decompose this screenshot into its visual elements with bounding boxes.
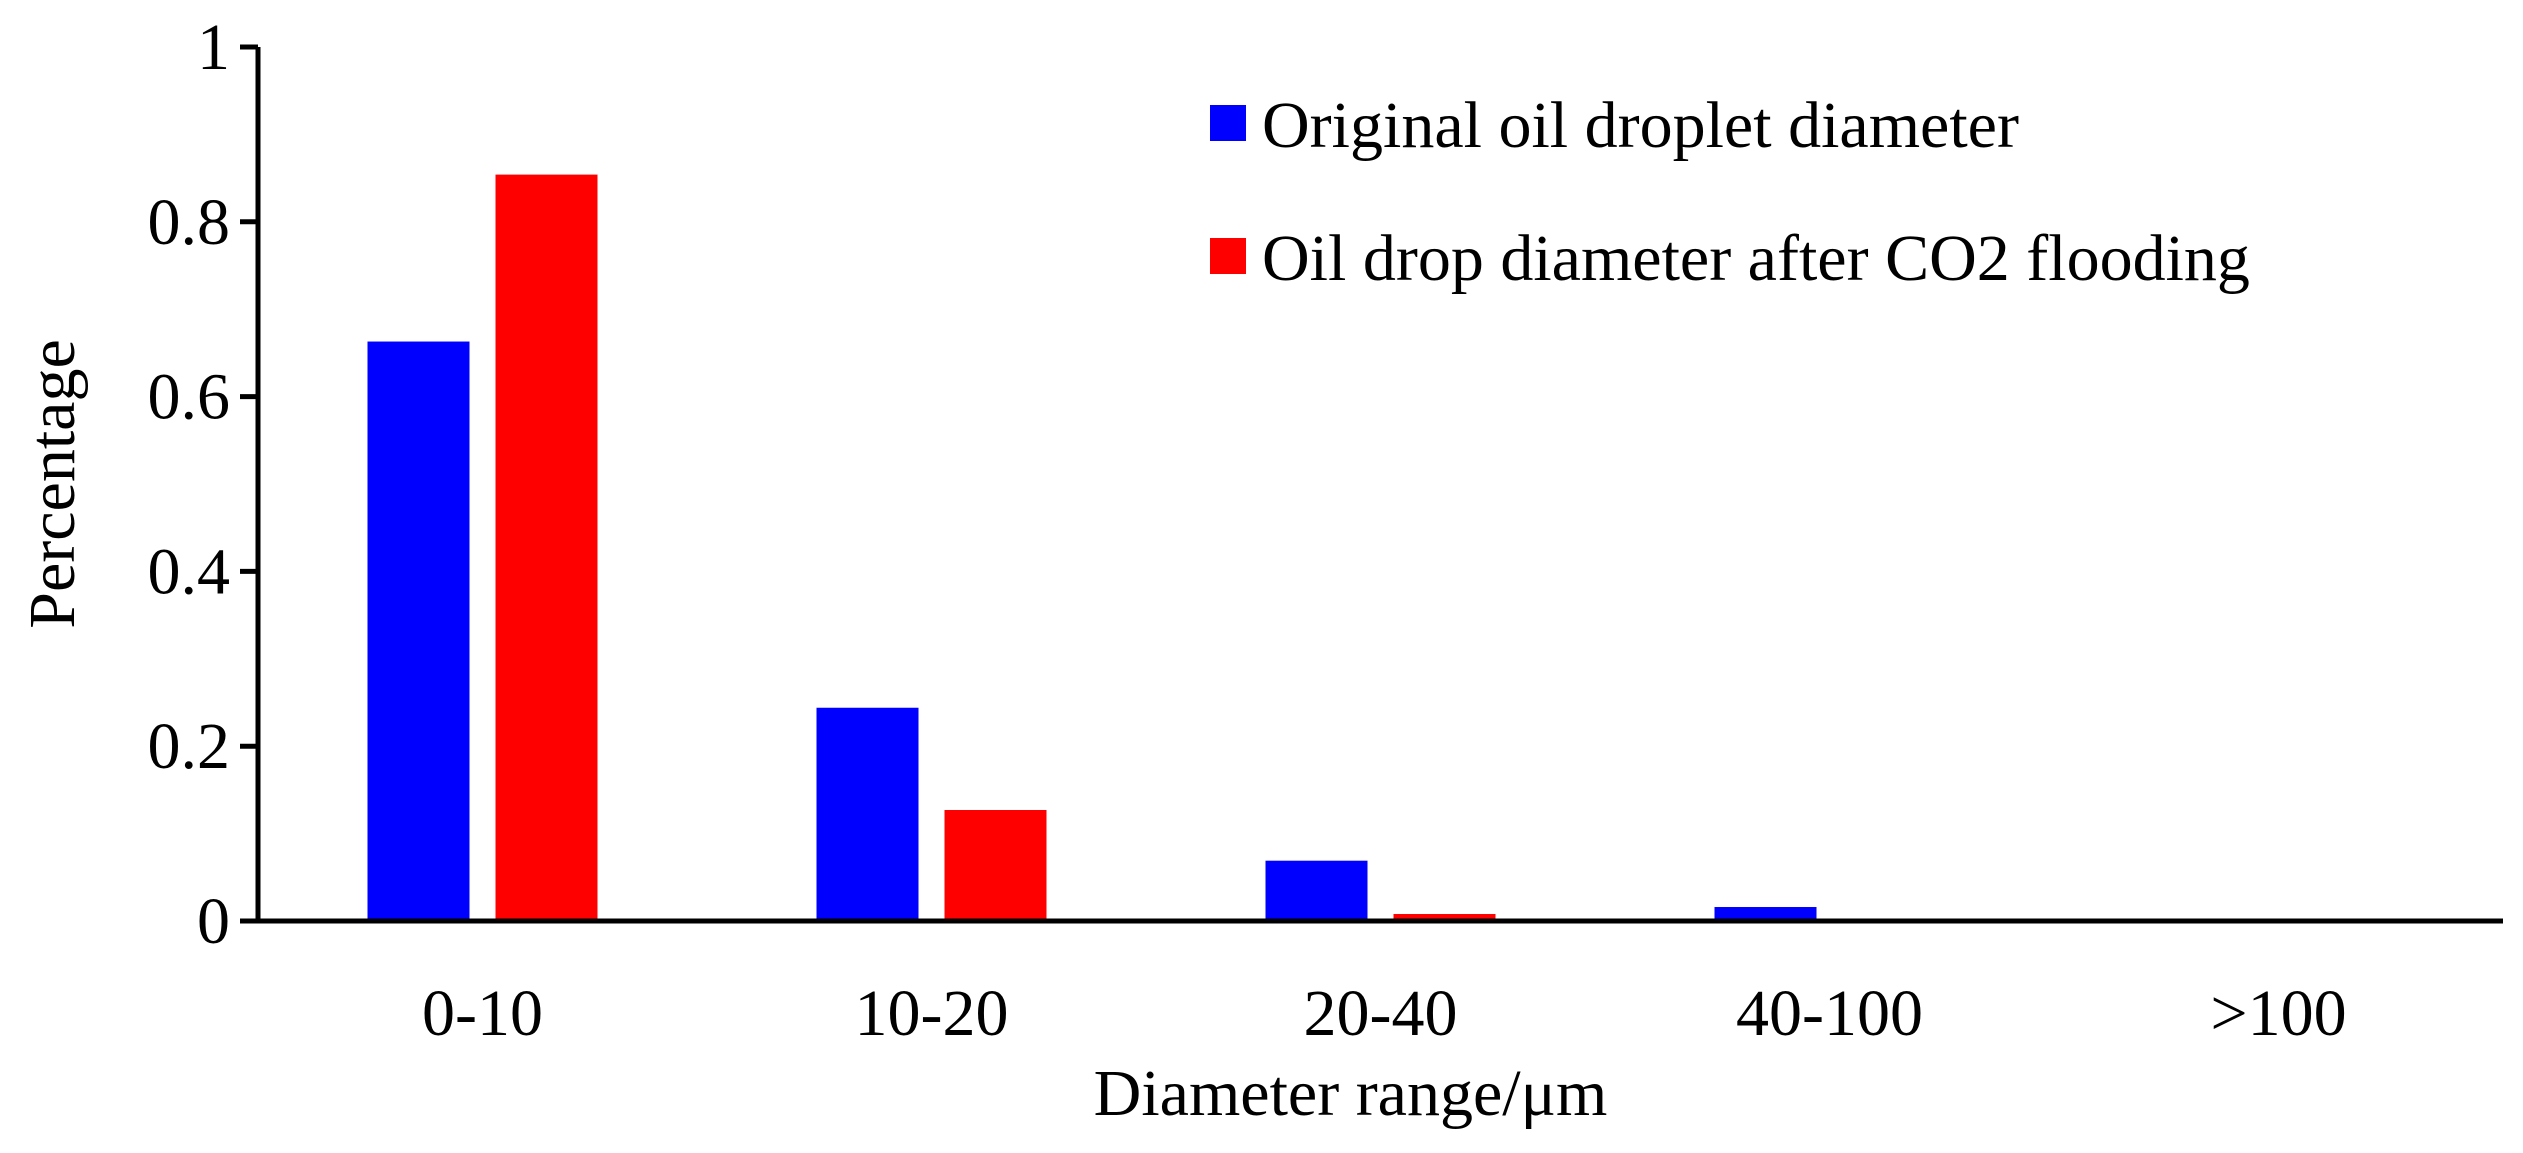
bar-original-3: [1714, 907, 1817, 921]
x-tick-label: 20-40: [1304, 977, 1458, 1050]
legend-label-original: Original oil droplet diameter: [1262, 89, 2019, 162]
x-tick-label: >100: [2210, 977, 2346, 1050]
bar-original-0: [367, 341, 470, 922]
x-axis-title: Diameter range/μm: [1094, 1057, 1608, 1130]
x-tick-label: 40-100: [1736, 977, 1923, 1050]
y-axis-title: Percentage: [16, 339, 89, 629]
y-tick-label: 0: [197, 885, 230, 958]
legend-swatch-after-co2: [1210, 238, 1246, 274]
x-ticks: 0-10 10-20 20-40 40-100 >100: [422, 977, 2347, 1050]
bar-after-co2-1: [944, 810, 1047, 921]
x-tick-label: 0-10: [422, 977, 543, 1050]
y-tick-label: 0.2: [148, 710, 231, 783]
legend: Original oil droplet diameter Oil drop d…: [1210, 89, 2250, 295]
bar-original-1: [816, 707, 919, 921]
legend-swatch-original: [1210, 105, 1246, 141]
bar-after-co2-0: [495, 174, 598, 921]
y-tick-label: 0.4: [148, 535, 231, 608]
bar-after-co2-2: [1393, 914, 1496, 921]
y-tick-label: 0.6: [148, 361, 231, 434]
bar-original-2: [1265, 860, 1368, 921]
legend-label-after-co2: Oil drop diameter after CO2 flooding: [1262, 222, 2250, 295]
y-tick-label: 1: [197, 11, 230, 84]
bars-layer: [367, 174, 1817, 922]
x-tick-label: 10-20: [855, 977, 1009, 1050]
y-tick-label: 0.8: [148, 186, 231, 259]
axes-layer: [255, 47, 2503, 924]
y-ticks: 0 0.2 0.4 0.6 0.8 1: [148, 11, 258, 958]
